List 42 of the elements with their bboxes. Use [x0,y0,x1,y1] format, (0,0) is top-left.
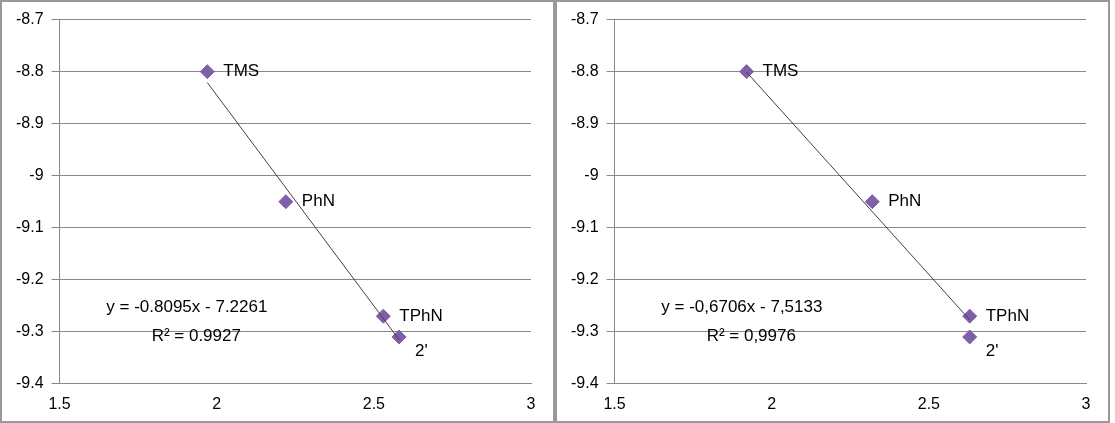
annotation: TPhN [399,305,443,325]
y-tick-label: -9.2 [15,270,44,288]
y-tick-label: -9 [29,166,44,184]
x-tick-label: 2.5 [362,394,386,412]
annotation: y = -0.8095x - 7.2261 [106,297,268,317]
annotation: TMS [762,61,799,81]
y-tick-label: -8.9 [570,114,599,132]
x-tick-label: 3 [526,394,536,412]
y-tick-label: -9.2 [570,270,599,288]
annotation: PhN [301,191,335,211]
point [962,329,978,345]
point [199,64,215,80]
y-tick-label: -9.4 [570,374,599,392]
y-tick-label: -8.7 [15,10,44,28]
annotation: 2' [415,340,428,360]
x-tick-label: 2 [767,394,777,412]
x-tick-label: 1.5 [48,394,71,412]
annotation: 2' [985,340,999,360]
annotation: TMS [223,61,260,81]
y-tick-label: -9 [584,166,599,184]
x-tick-label: 2.5 [917,394,941,412]
y-tick-label: -9.3 [15,322,44,340]
y-tick-label: -8.7 [570,10,599,28]
point [864,194,880,210]
x-tick-label: 3 [1081,394,1091,412]
annotation: PhN [888,191,922,211]
y-tick-label: -8.8 [15,62,44,80]
x-tick-label: 2 [212,394,222,412]
y-tick-label: -8.9 [15,114,44,132]
y-tick-label: -9.1 [570,218,599,236]
x-tick-label: 1.5 [603,394,626,412]
y-tick-label: -9.1 [15,218,44,236]
y-tick-label: -8.8 [570,62,599,80]
annotation: R² = 0.9927 [151,326,241,346]
y-tick-label: -9.4 [15,374,44,392]
annotation: TPhN [985,305,1030,325]
y-tick-label: -9.3 [570,322,599,340]
point [962,308,978,324]
annotation: y = -0,6706x - 7,5133 [661,297,823,317]
point [278,194,294,210]
point [739,64,755,80]
annotation: R² = 0,9976 [706,326,796,346]
